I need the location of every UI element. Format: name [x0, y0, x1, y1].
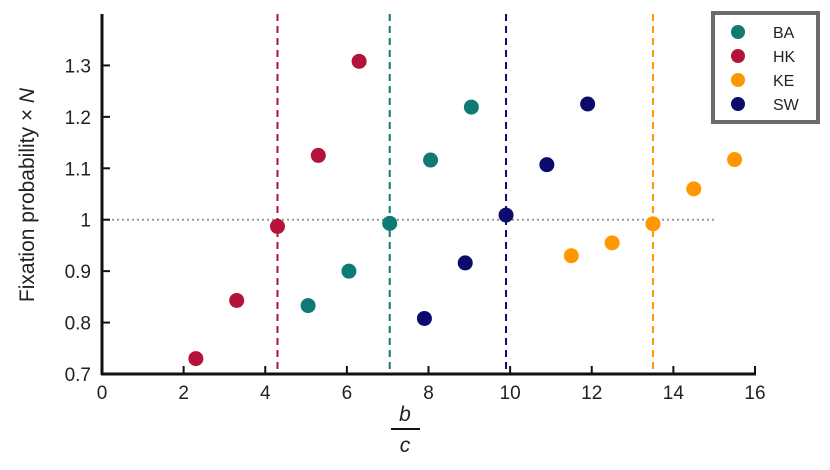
x-tick-label: 2	[178, 383, 189, 404]
legend-marker-ke	[731, 73, 745, 87]
legend-label-ba: BA	[773, 25, 795, 42]
y-axis-title-var: N	[16, 87, 39, 103]
data-point-ke	[727, 152, 743, 168]
y-tick-label: 1.3	[65, 56, 91, 77]
data-point-ke	[686, 181, 702, 197]
y-tick-label: 0.8	[65, 314, 91, 335]
legend-box	[711, 11, 820, 124]
data-point-ba	[423, 152, 439, 168]
x-tick-label: 8	[423, 383, 434, 404]
y-axis-title: Fixation probability × N	[16, 87, 39, 302]
x-axis-title-denominator: c	[400, 434, 411, 457]
x-tick-label: 16	[744, 383, 765, 404]
data-point-ba	[341, 263, 357, 279]
x-tick-label: 0	[97, 383, 108, 404]
data-point-ke	[645, 216, 661, 232]
x-tick-label: 12	[581, 383, 602, 404]
x-tick-label: 10	[500, 383, 521, 404]
data-point-hk	[188, 351, 204, 367]
y-axis-title-text: Fixation probability ×	[16, 103, 39, 302]
data-point-ba	[382, 215, 398, 231]
legend-label-sw: SW	[773, 97, 800, 114]
y-tick-label: 0.9	[65, 262, 91, 283]
data-point-hk	[351, 53, 367, 69]
legend-marker-hk	[731, 49, 745, 63]
threshold-lines	[276, 14, 654, 374]
data-point-ke	[563, 248, 579, 264]
x-tick-label: 4	[260, 383, 271, 404]
x-axis-title-numerator: b	[399, 403, 411, 426]
data-point-ba	[463, 99, 479, 115]
data-point-sw	[580, 96, 596, 112]
data-point-ba	[300, 298, 316, 314]
svg-text:Fixation probability × N: Fixation probability × N	[16, 87, 39, 302]
data-point-hk	[269, 218, 285, 234]
data-point-hk	[310, 147, 326, 163]
legend-marker-ba	[731, 25, 745, 39]
y-tick-label: 1	[80, 211, 91, 232]
data-point-sw	[416, 310, 432, 326]
data-point-sw	[498, 207, 514, 223]
data-points	[188, 53, 743, 367]
x-tick-label: 14	[663, 383, 685, 404]
data-point-sw	[457, 255, 473, 271]
data-point-ke	[604, 235, 620, 251]
data-point-hk	[229, 292, 245, 308]
y-tick-label: 1.2	[65, 108, 91, 129]
legend-marker-sw	[731, 97, 745, 111]
legend: BA HK KE SW	[711, 11, 820, 124]
y-tick-label: 1.1	[65, 159, 91, 180]
data-point-sw	[539, 157, 555, 173]
legend-label-ke: KE	[773, 73, 794, 90]
x-axis-title: b c	[391, 403, 420, 457]
x-tick-label: 6	[342, 383, 353, 404]
legend-label-hk: HK	[773, 49, 796, 66]
axes: 0 2 4 6 8 10 12 14 16 0.7 0.8 0.9 1 1.1 1.2 1.3	[65, 14, 766, 404]
y-tick-label: 0.7	[65, 365, 91, 386]
